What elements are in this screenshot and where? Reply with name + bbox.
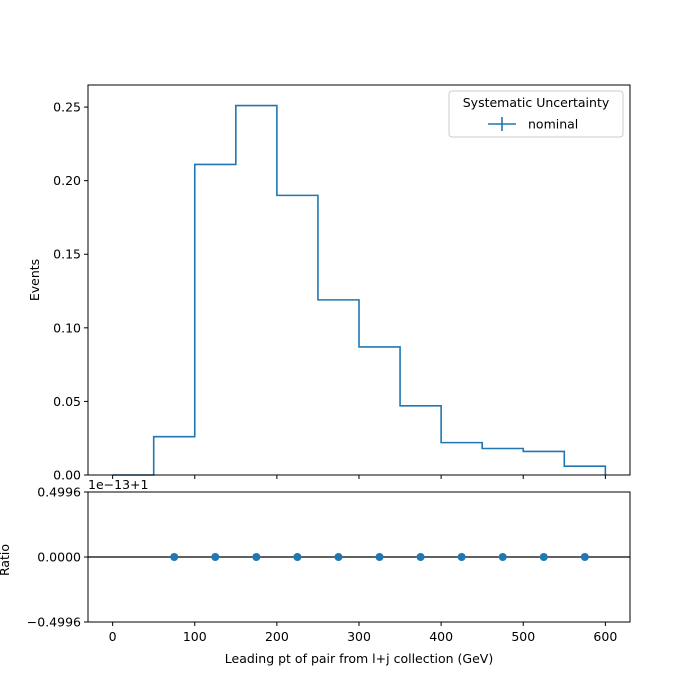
legend: Systematic Uncertainty nominal bbox=[448, 90, 624, 138]
ratio-offset-text: 1e−13+1 bbox=[88, 477, 148, 492]
ratio-point-6 bbox=[416, 553, 425, 561]
ratio-point-5 bbox=[375, 553, 384, 561]
bottom-y-tick-label-2: 0.4996 bbox=[37, 485, 81, 500]
bottom-x-tick-label-5: 500 bbox=[511, 629, 535, 644]
ratio-point-10 bbox=[580, 553, 589, 561]
top-y-tick-label-0: 0.00 bbox=[53, 468, 81, 483]
ratio-panel: 0 100 200 300 400 500 600 −0.4996 0.0000 0.4996 1… bbox=[0, 477, 631, 666]
ratio-point-1 bbox=[211, 553, 220, 561]
bottom-axis-ticks: 0 100 200 300 400 500 600 −0.4996 0.0000 0.4996 bbox=[27, 485, 618, 645]
legend-entry-nominal: nominal bbox=[528, 117, 578, 132]
top-axis-ticks: 0.00 0.05 0.10 0.15 0.20 0.25 bbox=[53, 100, 606, 483]
nominal-histogram-line bbox=[112, 104, 607, 476]
main-histogram-panel: 0.00 0.05 0.10 0.15 0.20 0.25 Events Systemat… bbox=[27, 84, 631, 483]
x-axis-label: Leading pt of pair from l+j collection (… bbox=[225, 651, 493, 666]
ratio-point-2 bbox=[252, 553, 261, 561]
bottom-x-tick-label-3: 300 bbox=[347, 629, 371, 644]
bottom-x-tick-label-6: 600 bbox=[593, 629, 617, 644]
ratio-point-0 bbox=[170, 553, 179, 561]
top-plot-frame bbox=[87, 84, 631, 476]
top-y-tick-label-3: 0.15 bbox=[53, 247, 81, 262]
top-y-tick-label-2: 0.10 bbox=[53, 320, 81, 335]
ratio-points bbox=[170, 553, 589, 561]
bottom-x-tick-label-4: 400 bbox=[429, 629, 453, 644]
ratio-point-7 bbox=[457, 553, 466, 561]
top-y-tick-label-1: 0.05 bbox=[53, 394, 81, 409]
bottom-y-tick-label-0: −0.4996 bbox=[27, 615, 81, 630]
bottom-y-axis-label: Ratio bbox=[0, 544, 12, 576]
ratio-point-9 bbox=[539, 553, 548, 561]
bottom-x-tick-label-0: 0 bbox=[109, 629, 117, 644]
legend-title: Systematic Uncertainty bbox=[463, 95, 610, 110]
ratio-point-8 bbox=[498, 553, 507, 561]
top-y-tick-label-4: 0.20 bbox=[53, 173, 81, 188]
top-y-tick-label-5: 0.25 bbox=[53, 100, 81, 115]
legend-box bbox=[448, 90, 624, 138]
bottom-plot-frame bbox=[87, 491, 631, 623]
ratio-point-3 bbox=[293, 553, 302, 561]
bottom-x-tick-label-2: 200 bbox=[265, 629, 289, 644]
bottom-y-tick-label-1: 0.0000 bbox=[37, 550, 81, 565]
bottom-x-tick-label-1: 100 bbox=[183, 629, 207, 644]
top-y-axis-label: Events bbox=[27, 259, 42, 301]
ratio-point-4 bbox=[334, 553, 343, 561]
